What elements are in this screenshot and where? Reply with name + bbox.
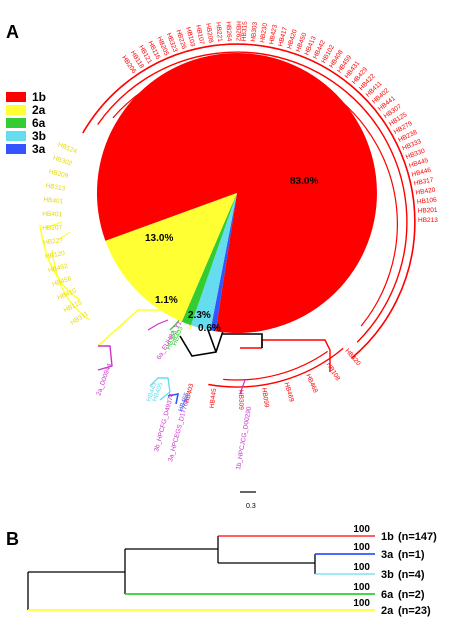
reference-label: 1b_HPCJCG_D00290: [235, 406, 253, 471]
leaf-label: HB108: [325, 362, 342, 383]
legend-swatch-3b: [6, 131, 26, 141]
legend-label-3a: 3a: [32, 142, 46, 156]
pie-label-3a: 0.6%: [198, 323, 221, 334]
scale-bar: 0.3: [240, 491, 256, 510]
leaf-label: HB103: [184, 26, 196, 47]
legend-label-6a: 6a: [32, 116, 46, 130]
tree-b-count-3a: (n=1): [398, 549, 425, 561]
panel-a-label: A: [6, 22, 19, 42]
pie-slice-6a: [181, 193, 237, 326]
ref-branch-1b: [239, 379, 246, 395]
clade-2a-arc-2: [51, 249, 91, 321]
leaf-label: HB469: [283, 382, 295, 403]
scale-bar-label: 0.3: [246, 503, 256, 510]
leaf-label: HB213: [418, 217, 438, 224]
ref-branch-2a: [97, 345, 113, 371]
bootstrap-3a: 100: [353, 542, 370, 553]
tree-b-backbone: [27, 536, 316, 610]
clade-2a-arc: [39, 224, 81, 301]
bootstrap-6a: 100: [353, 582, 370, 593]
tree-b-labels: 100 1b (n=147) 100 3a (n=1) 100 3b (n=4) 100 6a (n=…: [353, 524, 437, 617]
bootstrap-1b: 100: [353, 524, 370, 535]
pie-label-1b: 83.0%: [290, 176, 318, 187]
pie-slice-2a: [105, 193, 238, 322]
leaf-label: HB445: [209, 388, 218, 409]
legend-swatch-3a: [6, 144, 26, 154]
tree-b-count-6a: (n=2): [398, 589, 425, 601]
reference-label: 2a_D00944: [95, 362, 113, 396]
legend-swatch-6a: [6, 118, 26, 128]
leaf-label: HB106: [417, 197, 438, 206]
leaf-label: HB227: [43, 237, 64, 246]
pie-label-6a: 1.1%: [155, 295, 178, 306]
legend-swatch-1b: [6, 92, 26, 102]
tree-b-genotype-3a: 3a: [381, 549, 394, 561]
leaf-label: HB230: [259, 22, 269, 43]
leaf-label: HB317: [413, 177, 434, 188]
leaf-label: HB120: [45, 250, 66, 261]
leaf-label: HB401: [43, 196, 64, 205]
bootstrap-2a: 100: [353, 598, 370, 609]
leaf-label: HB309: [237, 390, 244, 410]
leaf-label: HB107: [194, 24, 205, 45]
leaf-label: HB124: [57, 141, 78, 155]
leaf-label: HB313: [45, 182, 66, 193]
leaf-label: HB446: [411, 167, 432, 179]
leaf-label: HB420: [415, 187, 436, 197]
leaf-label: HB468: [304, 373, 319, 394]
leaf-label: HB264: [224, 21, 232, 42]
legend-label-3b: 3b: [32, 129, 46, 143]
leaf-label: HB315: [241, 21, 249, 42]
leaf-label: HB302: [52, 155, 73, 168]
tree-b-count-3b: (n=4): [398, 569, 425, 581]
bootstrap-3b: 100: [353, 562, 370, 573]
clade-2a-arc-3: [44, 221, 71, 241]
leaf-label: HB099: [260, 387, 270, 408]
leaf-label: HB209: [48, 168, 69, 180]
legend-label-2a: 2a: [32, 103, 46, 117]
tree-b-genotype-2a: 2a: [381, 605, 394, 617]
leaf-label: HB417: [277, 26, 289, 47]
leaf-label: HB423: [268, 24, 279, 45]
leaf-label: HB401: [42, 211, 62, 219]
clade-3a-branch: [167, 392, 180, 405]
leaf-label: HB207: [42, 224, 63, 232]
genotype-tree-b: [27, 535, 375, 611]
tree-b-genotype-6a: 6a: [381, 589, 394, 601]
clade-1b-mid-arc: [97, 51, 408, 343]
clade-1b-lower-inner-arc: [223, 350, 328, 381]
pie-label-3b: 2.3%: [188, 310, 211, 321]
leaf-label: HB208: [204, 23, 214, 44]
tree-b-count-2a: (n=23): [398, 605, 431, 617]
clade-1b-outer-arc: [82, 43, 416, 360]
panel-b-label: B: [6, 529, 19, 549]
ref-branch-6a: [147, 319, 169, 331]
leaf-label: HB201: [418, 207, 439, 215]
leaf-label: HB303: [250, 21, 259, 42]
tree-b-count-1b: (n=147): [398, 531, 437, 543]
pie-slice-1b: [96, 53, 377, 334]
legend-label-1b: 1b: [32, 90, 46, 104]
leaf-label: HB221: [214, 22, 223, 43]
legend-swatch-2a: [6, 105, 26, 115]
leaf-label: HB262: [235, 21, 242, 41]
tree-b-genotype-1b: 1b: [381, 531, 394, 543]
pie-slice-3b: [190, 193, 237, 331]
pie-label-2a: 13.0%: [145, 233, 173, 244]
pie-slice-3a: [210, 193, 237, 332]
clade-3b-branch: [149, 377, 171, 401]
genotype-pie-chart: 83.0% 0.6% 2.3% 1.1% 13.0%: [96, 53, 377, 334]
tree-b-genotype-3b: 3b: [381, 569, 394, 581]
